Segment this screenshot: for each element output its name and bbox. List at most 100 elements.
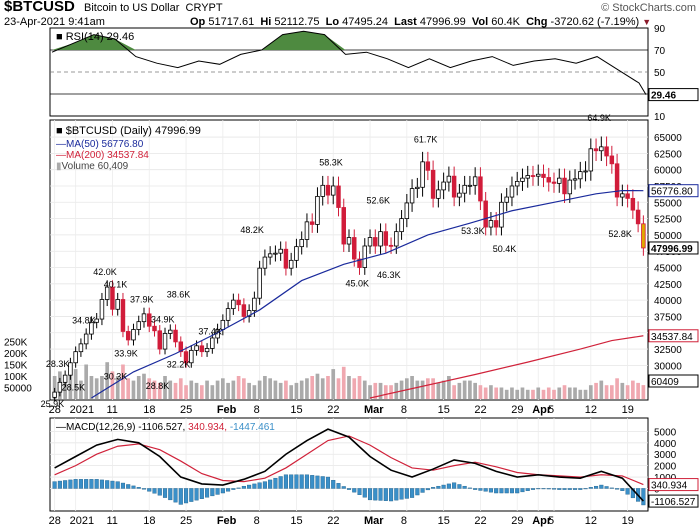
volume-bar [136, 376, 141, 399]
macd-hist-bar [367, 488, 373, 501]
volume-bar [289, 385, 294, 399]
candle-body [83, 333, 89, 345]
volume-bar [63, 378, 67, 399]
macd-hist-bar [530, 488, 536, 490]
volume-bar [173, 382, 178, 399]
legend-ma50: —MA(50) 56776.80 [56, 139, 144, 150]
volume-bar [341, 366, 346, 399]
volume-tick-label: 150K [4, 361, 28, 372]
candle-body [620, 193, 625, 198]
candle-body [262, 256, 268, 269]
price-tick-label: 40000 [654, 296, 682, 307]
volume-bar [257, 380, 262, 399]
macd-date-label: 19 [622, 515, 634, 527]
macd-date-label: 12 [585, 515, 597, 527]
candlesticks [52, 136, 646, 402]
macd-hist-bar [425, 488, 430, 491]
macd-hist-bar [436, 485, 441, 489]
volume-bar [462, 380, 467, 399]
macd-date-label: Apr [532, 515, 552, 527]
candle-body [278, 248, 283, 254]
volume-bar [305, 378, 309, 399]
macd-hist-bar [483, 488, 488, 492]
macd-hist-bar [541, 488, 546, 490]
volume-bar [441, 380, 446, 399]
macd-hist-bar [383, 488, 388, 501]
volume-bar [157, 382, 162, 399]
rsi-value-tag-text: 29.46 [651, 91, 676, 102]
change-down-icon: ▼ [642, 17, 652, 27]
price-tag-volume: 60409 [648, 374, 699, 388]
price-tick-label: 32500 [654, 345, 682, 356]
candle-body [120, 299, 126, 332]
volume-bar [362, 380, 367, 399]
macd-hist-bar [336, 483, 341, 489]
price-annotation: 28.8K [146, 381, 170, 391]
candle-body [236, 299, 241, 306]
price-tag-last-text: 47996.99 [651, 244, 693, 255]
change-value: -3720.62 (-7.19%) [550, 16, 640, 28]
volume-bar [588, 385, 593, 399]
candle-body [89, 321, 94, 335]
macd-hist-bar [63, 480, 68, 489]
price-annotation: 38.6K [167, 290, 191, 300]
stockcharts-logo: © StockCharts.com [601, 2, 696, 14]
macd-hist-bar [136, 487, 141, 489]
volume-bar [436, 382, 441, 399]
open-value: 51717.61 [208, 16, 255, 28]
volume-tick-label: 250K [4, 338, 28, 349]
rsi-overbought-fill [52, 31, 646, 50]
volume-bar [373, 382, 378, 399]
candle-body [257, 267, 262, 299]
price-gridlines [50, 120, 648, 400]
candle-body [136, 321, 141, 330]
macd-hist-bar [115, 481, 120, 489]
macd-hist-bar [120, 482, 126, 489]
macd-tick-label: 3000 [654, 450, 677, 461]
macd-hist-bar [478, 488, 483, 491]
macd-hist-bar [262, 481, 267, 489]
volume-bar [420, 380, 425, 399]
macd-hist-bar [346, 488, 352, 490]
candle-body [94, 318, 99, 323]
date-label: 22 [327, 404, 339, 416]
date-label: 2021 [70, 404, 94, 416]
macd-histogram [52, 474, 646, 506]
candle-body [125, 331, 131, 341]
candle-body [525, 175, 530, 179]
volume-bar [546, 387, 551, 399]
volume-bar [194, 382, 199, 399]
rsi-legend-text: RSI(14) 29.46 [66, 31, 134, 43]
candle-body [330, 185, 336, 196]
candle-body [325, 184, 331, 196]
candle-body [273, 252, 278, 255]
price-tick-label: 52500 [654, 215, 682, 226]
candle-body [315, 196, 320, 225]
macd-tag-signal-text: 340.934 [651, 481, 688, 492]
macd-legend-macd: -1106.527, [138, 422, 185, 433]
price-annotation: 46.3K [377, 270, 401, 280]
candle-body [294, 246, 299, 261]
price-tick-label: 50000 [654, 231, 682, 242]
macd-hist-bar [504, 488, 509, 494]
macd-hist-bar [457, 484, 462, 489]
candle-body [451, 175, 457, 198]
macd-hist-bar [252, 483, 257, 489]
macd-hist-bar [546, 488, 551, 490]
macd-date-label: Mar [364, 515, 384, 527]
volume-bar [73, 369, 78, 399]
macd-hist-bar [583, 488, 588, 490]
macd-hist-bar [184, 488, 189, 504]
volume-bar [89, 376, 94, 399]
macd-hist-bar [320, 476, 325, 489]
volume-bar [310, 376, 315, 399]
candle-body [157, 330, 163, 350]
macd-hist-bar [57, 480, 62, 489]
rsi-tick-label: 90 [654, 24, 666, 35]
candle-body [320, 184, 325, 197]
price-annotation: 30.3K [104, 371, 128, 381]
candle-body [562, 177, 567, 195]
volume-bar [431, 378, 435, 399]
volume-bar [631, 380, 635, 399]
candle-body [614, 163, 620, 198]
